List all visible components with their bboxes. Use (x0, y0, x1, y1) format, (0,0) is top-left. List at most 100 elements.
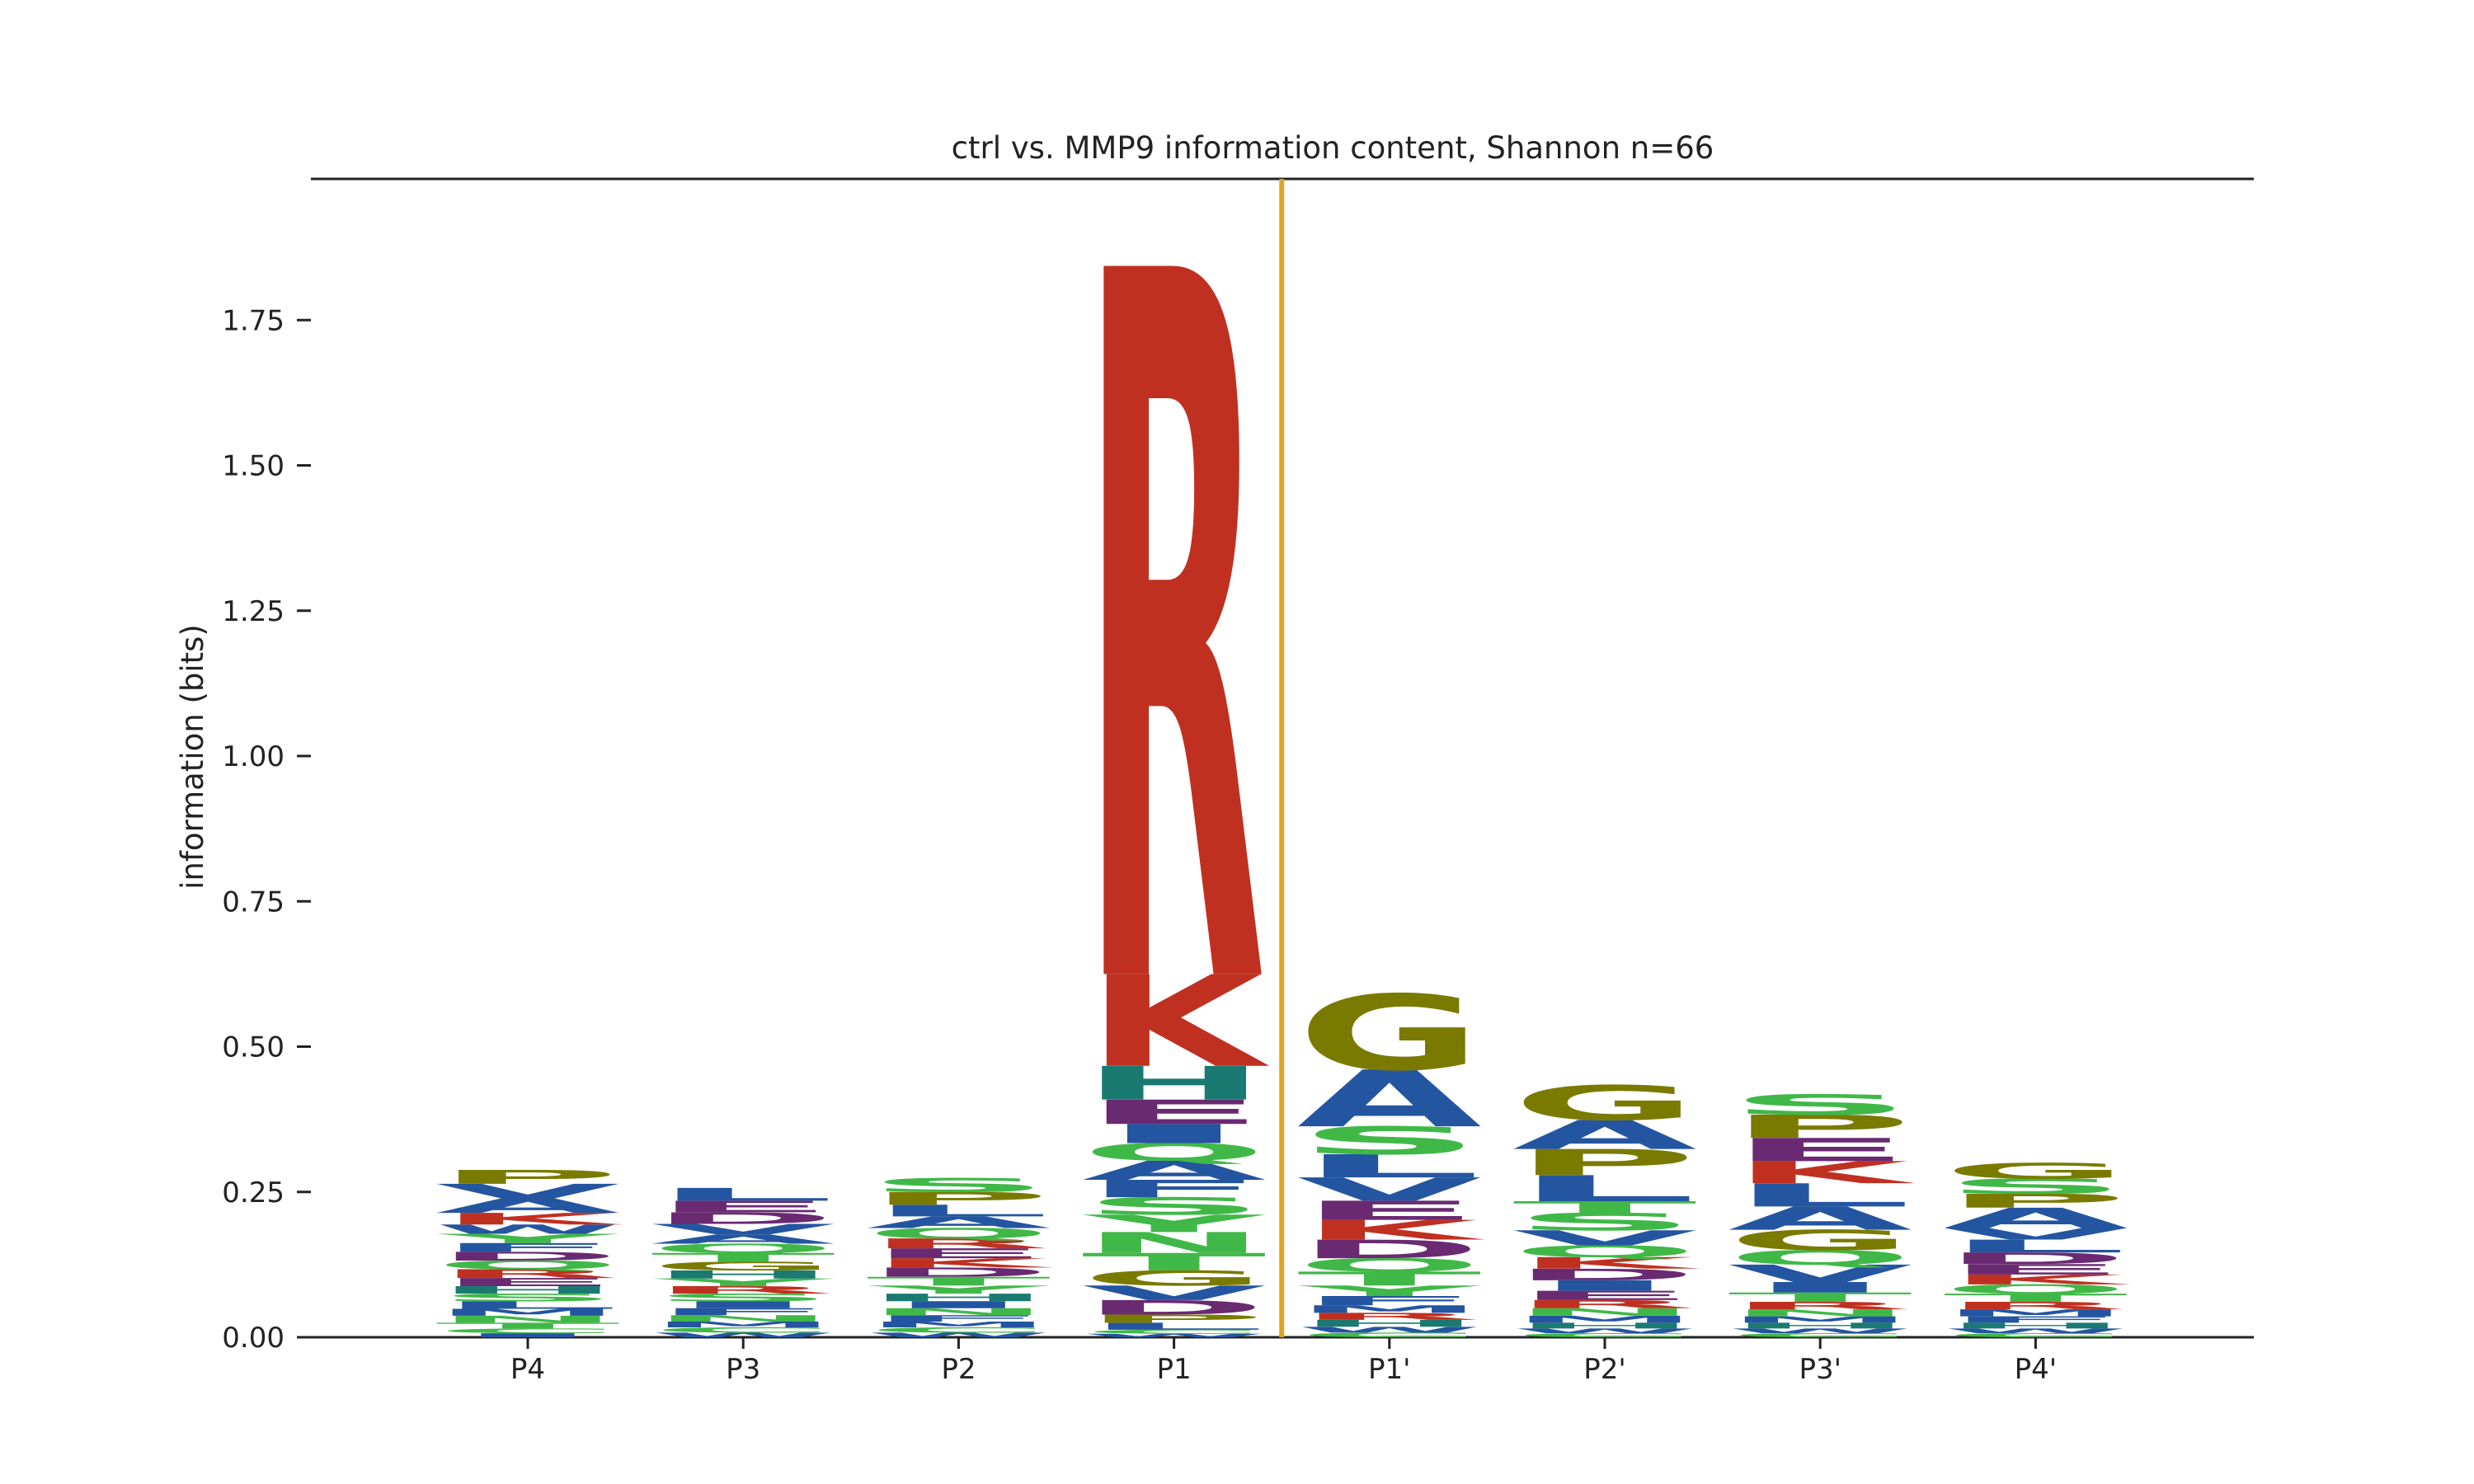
logo-letter-h: H (866, 1292, 1051, 1304)
logo-letter-t: T (1512, 1198, 1697, 1217)
logo-letter-r: R (435, 1267, 620, 1281)
logo-letter-r: R (866, 1236, 1051, 1252)
logo-letter-m: M (1297, 1303, 1482, 1316)
logo-stacks: ICTNMLSHERQDFYWKAVPWCMNFISRYHGTQAVDELWCM… (435, 73, 2132, 1338)
logo-letter-w: W (1512, 1327, 1697, 1335)
logo-letter-s: S (866, 1174, 1051, 1196)
x-tick-label: P3 (726, 1353, 760, 1386)
logo-letter-t: T (866, 1275, 1051, 1289)
logo-letter-k: K (1517, 1254, 1700, 1272)
logo-letter-p: P (1943, 1190, 2128, 1212)
logo-letter-m: M (1728, 1315, 1912, 1325)
logo-letter-l: L (1943, 1236, 2128, 1256)
logo-letter-f: F (866, 1313, 1051, 1323)
logo-letter-m: M (866, 1320, 1051, 1329)
logo-letter-k: K (870, 1256, 1054, 1270)
logo-letter-e: E (1082, 1093, 1267, 1132)
logo-letter-s: S (1512, 1209, 1697, 1237)
logo-letter-q: Q (651, 1242, 835, 1256)
logo-letter-m: M (651, 1320, 835, 1329)
logo-letter-e: E (435, 1275, 620, 1289)
logo-letter-l: L (1082, 1321, 1267, 1332)
logo-letter-c: C (1082, 1329, 1267, 1336)
logo-letter-q: Q (1297, 1255, 1482, 1276)
y-axis-ticks: 0.00 0.25 0.50 0.75 1.00 1.25 1.50 1.75 (222, 304, 311, 1355)
y-tick-label: 0.50 (222, 1031, 285, 1064)
logo-letter-p: P (1082, 1313, 1267, 1326)
logo-letter-a: A (435, 1195, 620, 1218)
logo-letter-y: Y (1296, 1283, 1481, 1299)
logo-letter-c: C (1512, 1332, 1697, 1339)
logo-letter-a: A (1943, 1202, 2128, 1234)
x-tick-label: P4' (2015, 1353, 2057, 1386)
logo-letter-l: L (435, 1299, 620, 1312)
logo-letter-p: P (866, 1189, 1051, 1209)
logo-letter-q: Q (866, 1225, 1051, 1242)
logo-letter-s: S (1082, 1192, 1267, 1220)
logo-letter-d: D (1943, 1249, 2128, 1268)
logo-letter-q: Q (1512, 1242, 1697, 1261)
logo-letter-t: T (1297, 1268, 1482, 1290)
logo-letter-y: Y (435, 1231, 621, 1246)
logo-letter-a: A (866, 1214, 1051, 1232)
logo-letter-q: Q (435, 1258, 620, 1272)
logo-letter-r: R (1943, 1300, 2128, 1313)
logo-letter-n: N (866, 1306, 1051, 1317)
logo-letter-t: T (1943, 1291, 2128, 1304)
logo-letter-e: E (1297, 1195, 1482, 1226)
logo-letter-a: A (651, 1232, 835, 1247)
logo-letter-i: I (1728, 1280, 1912, 1296)
x-tick-label: P2' (1583, 1353, 1625, 1386)
logo-letter-g: G (1297, 974, 1482, 1094)
logo-letter-f: F (1943, 1315, 2128, 1325)
logo-letter-p: P (1512, 1142, 1697, 1184)
logo-letter-i: I (435, 1332, 620, 1339)
logo-letter-h: H (1512, 1321, 1697, 1330)
logo-letter-e: E (1943, 1261, 2128, 1278)
logo-letter-r: R (651, 1284, 835, 1296)
logo-letter-g: G (1943, 1158, 2128, 1183)
logo-letter-i: I (866, 1299, 1051, 1310)
y-tick-label: 1.00 (222, 740, 285, 773)
y-tick-label: 0.25 (222, 1176, 285, 1209)
logo-letter-d: D (435, 1250, 620, 1264)
logo-letter-n: N (651, 1313, 835, 1323)
x-tick-label: P1 (1157, 1353, 1192, 1386)
logo-letter-r: R (1512, 1298, 1697, 1311)
logo-letter-l: L (1512, 1168, 1697, 1210)
logo-letter-g: G (1082, 1266, 1267, 1290)
logo-letter-w: W (651, 1331, 835, 1339)
logo-letter-t: T (1082, 1248, 1267, 1276)
y-axis-label: information (bits) (175, 624, 210, 890)
logo-letter-w: W (1297, 1325, 1482, 1334)
logo-letter-s: S (1728, 1089, 1912, 1121)
logo-letter-s: S (435, 1292, 620, 1304)
y-tick-label: 0.00 (222, 1322, 285, 1355)
logo-letter-w: W (1943, 1327, 2128, 1335)
logo-letter-t: T (651, 1251, 835, 1265)
logo-letter-h: H (1728, 1321, 1912, 1330)
logo-letter-v: V (1943, 1225, 2128, 1243)
logo-letter-h: H (1297, 1318, 1482, 1330)
logo-letter-r: R (1297, 1311, 1482, 1322)
logo-letter-a: A (1297, 1054, 1482, 1144)
logo-letter-f: F (1297, 1294, 1482, 1308)
logo-letter-n: N (1728, 1308, 1912, 1319)
logo-letter-k: K (1947, 1272, 2131, 1288)
logo-letter-s: S (651, 1292, 835, 1304)
logo-letter-s: S (1943, 1175, 2128, 1199)
logo-letter-v: V (1512, 1226, 1697, 1250)
logo-letter-f: F (651, 1306, 835, 1317)
logo-letter-q: Q (1943, 1282, 2128, 1297)
logo-letter-p: P (435, 1166, 620, 1188)
logo-letter-c: C (1297, 1331, 1482, 1339)
logo-letter-n: N (1082, 1227, 1267, 1260)
